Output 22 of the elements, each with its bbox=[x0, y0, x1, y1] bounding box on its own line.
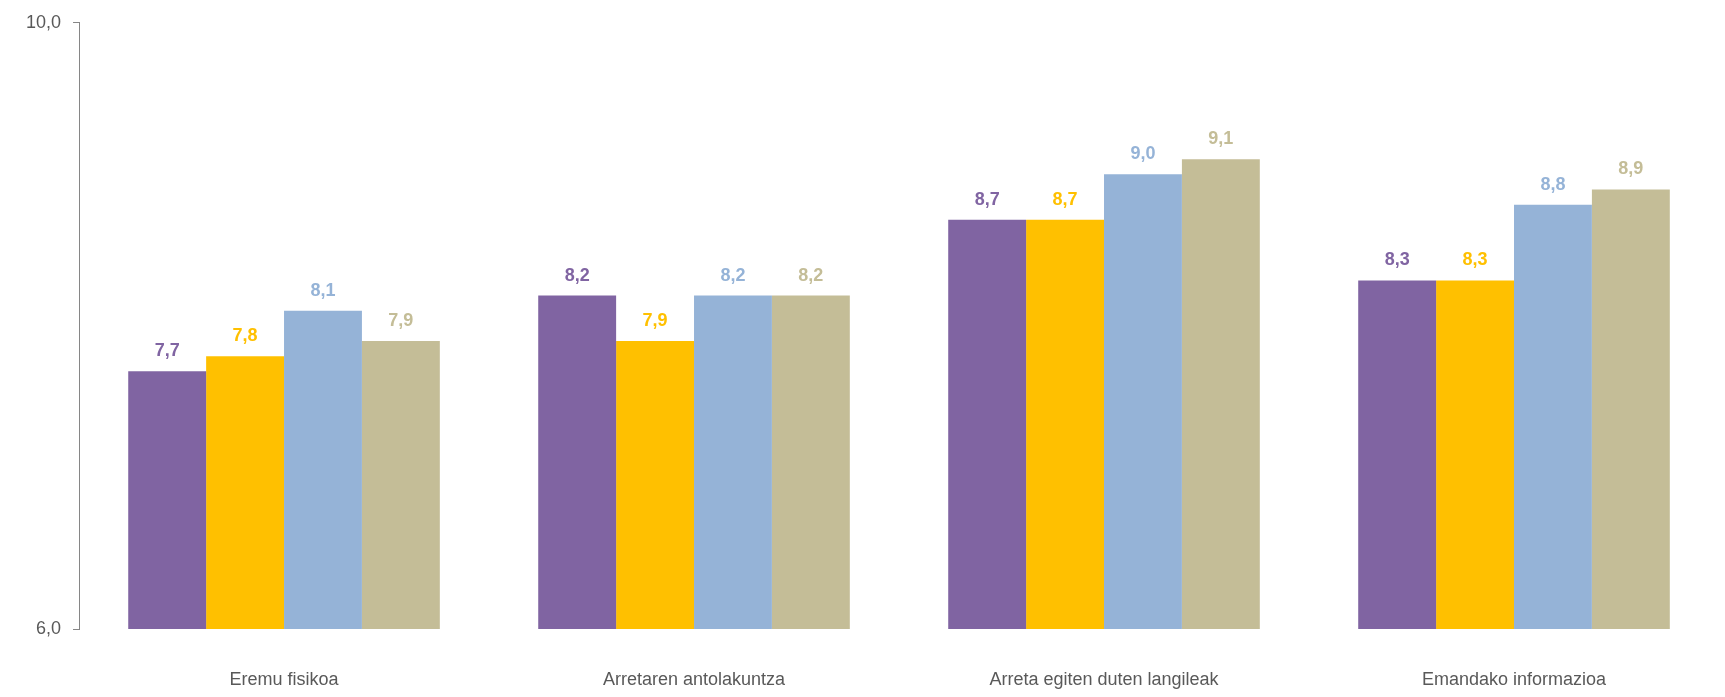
data-label: 8,8 bbox=[1540, 173, 1566, 194]
data-label: 7,7 bbox=[154, 340, 180, 361]
data-label: 8,7 bbox=[974, 188, 1000, 209]
data-label: 8,2 bbox=[720, 264, 746, 285]
y-tick-label: 6,0 bbox=[36, 617, 62, 638]
data-label: 8,2 bbox=[798, 264, 824, 285]
data-label: 9,1 bbox=[1208, 128, 1234, 149]
x-tick-label: Eremu fisikoa bbox=[229, 668, 340, 689]
data-label: 9,0 bbox=[1130, 143, 1156, 164]
x-tick-label: Emandako informazioa bbox=[1421, 668, 1608, 689]
data-label: 8,7 bbox=[1052, 188, 1078, 209]
data-label: 7,8 bbox=[232, 325, 258, 346]
x-tick-label: Arretaren antolakuntza bbox=[602, 668, 787, 689]
data-label: 8,2 bbox=[564, 264, 590, 285]
data-label: 8,3 bbox=[1384, 249, 1410, 270]
x-tick-label: Arreta egiten duten langileak bbox=[989, 668, 1220, 689]
data-label: 8,3 bbox=[1462, 249, 1488, 270]
data-label: 7,9 bbox=[642, 310, 668, 331]
data-label: 7,9 bbox=[388, 310, 414, 331]
data-label: 8,1 bbox=[310, 279, 336, 300]
y-tick-label: 10,0 bbox=[25, 11, 62, 32]
data-label: 8,9 bbox=[1618, 158, 1644, 179]
